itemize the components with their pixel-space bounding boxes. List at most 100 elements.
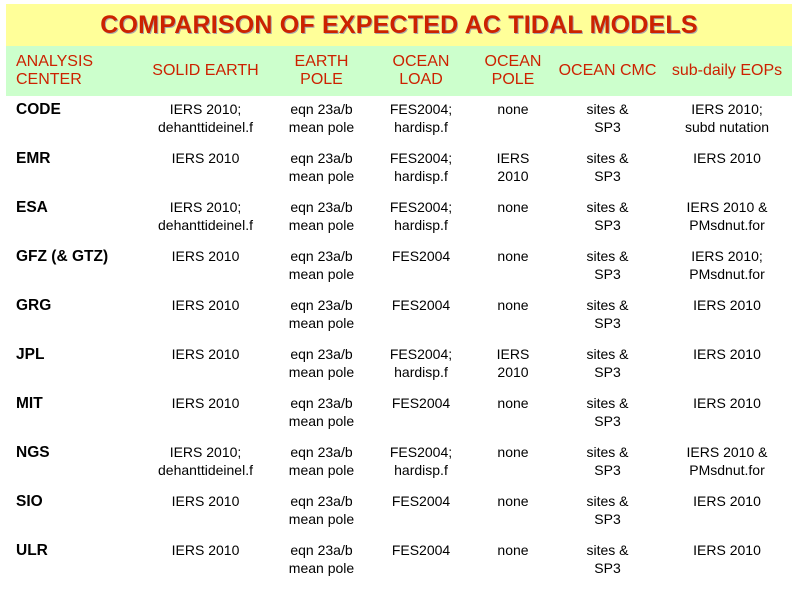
cell-line: mean pole [288, 413, 355, 429]
cell-line: SP3 [594, 560, 621, 576]
cell-ocean-pole: none [473, 292, 553, 341]
header-ocean-load: OCEAN LOAD [369, 46, 473, 96]
header-line: OCEAN [484, 53, 542, 70]
cell-line: none [497, 542, 529, 558]
cell-sub-daily-eops: IERS 2010 & PMsdnut.for [662, 194, 792, 243]
cell-solid-earth: IERS 2010 [137, 145, 274, 194]
cell-ocean-load: FES2004; hardisp.f [369, 194, 473, 243]
cell-line: FES2004 [391, 493, 451, 509]
cell-line: FES2004; [389, 444, 453, 460]
cell-line: FES2004; [389, 101, 453, 117]
cell-ocean-cmc: sites & SP3 [553, 537, 662, 586]
cell-line: IERS 2010 & [686, 444, 768, 460]
cell-line: eqn 23a/b [290, 493, 353, 509]
cell-ocean-load: FES2004 [369, 390, 473, 439]
cell-line: FES2004 [391, 248, 451, 264]
cell-line: eqn 23a/b [290, 150, 353, 166]
cell-line: IERS 2010; [691, 248, 763, 264]
cell-solid-earth: IERS 2010 [137, 537, 274, 586]
cell-line: IERS 2010 [693, 150, 761, 166]
cell-line: sites & [586, 199, 629, 215]
table-row: EMR IERS 2010 eqn 23a/b mean pole FES2004; ha… [6, 145, 792, 194]
table-row: GRG IERS 2010 eqn 23a/b mean pole FES2004 non… [6, 292, 792, 341]
header-earth-pole: EARTH POLE [274, 46, 369, 96]
cell-ocean-pole: none [473, 243, 553, 292]
cell-ocean-load: FES2004 [369, 488, 473, 537]
cell-analysis-center: SIO [16, 493, 43, 510]
cell-line: sites & [586, 493, 629, 509]
header-line: OCEAN [558, 62, 616, 79]
cell-line: mean pole [288, 364, 355, 380]
table-row: CODE IERS 2010; dehanttideinel.f eqn 23a/b m… [6, 96, 792, 145]
cell-ocean-load: FES2004 [369, 243, 473, 292]
cell-analysis-center: EMR [16, 150, 51, 167]
cell-line: 2010 [497, 364, 529, 380]
cell-earth-pole: eqn 23a/b mean pole [274, 537, 369, 586]
cell-line: IERS 2010 [171, 395, 240, 411]
cell-line: none [497, 297, 529, 313]
cell-sub-daily-eops: IERS 2010; PMsdnut.for [662, 243, 792, 292]
cell-line: dehanttideinel.f [158, 119, 253, 135]
title-bar: COMPARISON OF EXPECTED AC TIDAL MODELS [6, 4, 792, 46]
header-sub-daily-eops: sub-daily EOPs [662, 46, 792, 96]
cell-line: mean pole [288, 511, 355, 527]
cell-earth-pole: eqn 23a/b mean pole [274, 243, 369, 292]
cell-line: sites & [586, 101, 629, 117]
cell-earth-pole: eqn 23a/b mean pole [274, 488, 369, 537]
cell-line: FES2004; [389, 199, 453, 215]
cell-line: SP3 [594, 511, 621, 527]
cell-line: none [497, 248, 529, 264]
tidal-models-table-container: ANALYSIS CENTER SOLID EARTH EARTH POLE O… [6, 46, 792, 586]
cell-ocean-cmc: sites & SP3 [553, 145, 662, 194]
cell-solid-earth: IERS 2010 [137, 488, 274, 537]
cell-line: IERS 2010; [691, 101, 763, 117]
cell-line: IERS [496, 346, 530, 362]
cell-sub-daily-eops: IERS 2010 & PMsdnut.for [662, 439, 792, 488]
cell-line: eqn 23a/b [290, 248, 353, 264]
table-row: ESA IERS 2010; dehanttideinel.f eqn 23a/b me… [6, 194, 792, 243]
cell-line: hardisp.f [394, 364, 448, 380]
cell-sub-daily-eops: IERS 2010 [662, 537, 792, 586]
header-line: EOPs [740, 62, 783, 79]
cell-analysis-center: ESA [16, 199, 48, 216]
header-line: sub-daily [671, 62, 736, 79]
cell-line: SP3 [594, 217, 621, 233]
header-line: CMC [619, 62, 657, 79]
cell-solid-earth: IERS 2010 [137, 341, 274, 390]
cell-line: none [497, 101, 529, 117]
cell-line: IERS 2010 [171, 542, 240, 558]
cell-line: IERS 2010; [169, 101, 242, 117]
header-ocean-pole: OCEAN POLE [473, 46, 553, 96]
cell-ocean-pole: none [473, 537, 553, 586]
cell-line: mean pole [288, 119, 355, 135]
table-header: ANALYSIS CENTER SOLID EARTH EARTH POLE O… [6, 46, 792, 96]
cell-ocean-load: FES2004 [369, 292, 473, 341]
cell-line: dehanttideinel.f [158, 462, 253, 478]
cell-line: FES2004; [389, 150, 453, 166]
cell-ocean-pole: none [473, 194, 553, 243]
cell-line: SP3 [594, 315, 621, 331]
cell-ocean-load: FES2004; hardisp.f [369, 145, 473, 194]
table-row: ULR IERS 2010 eqn 23a/b mean pole FES2004 non… [6, 537, 792, 586]
cell-line: IERS 2010 [693, 493, 761, 509]
header-line: EARTH [294, 53, 349, 70]
cell-earth-pole: eqn 23a/b mean pole [274, 145, 369, 194]
cell-line: none [497, 444, 529, 460]
cell-analysis-center: NGS [16, 444, 50, 461]
cell-sub-daily-eops: IERS 2010 [662, 145, 792, 194]
cell-line: IERS 2010; [169, 444, 242, 460]
cell-line: hardisp.f [394, 119, 448, 135]
header-line: LOAD [399, 71, 443, 88]
cell-ocean-cmc: sites & SP3 [553, 341, 662, 390]
cell-line: mean pole [288, 560, 355, 576]
cell-ocean-pole: none [473, 488, 553, 537]
cell-line: eqn 23a/b [290, 199, 353, 215]
cell-line: mean pole [288, 168, 355, 184]
header-line: POLE [491, 71, 535, 88]
cell-line: sites & [586, 444, 629, 460]
cell-line: IERS 2010 [693, 346, 761, 362]
cell-solid-earth: IERS 2010 [137, 243, 274, 292]
cell-line: hardisp.f [394, 462, 448, 478]
cell-line: IERS 2010 [171, 248, 240, 264]
cell-earth-pole: eqn 23a/b mean pole [274, 439, 369, 488]
